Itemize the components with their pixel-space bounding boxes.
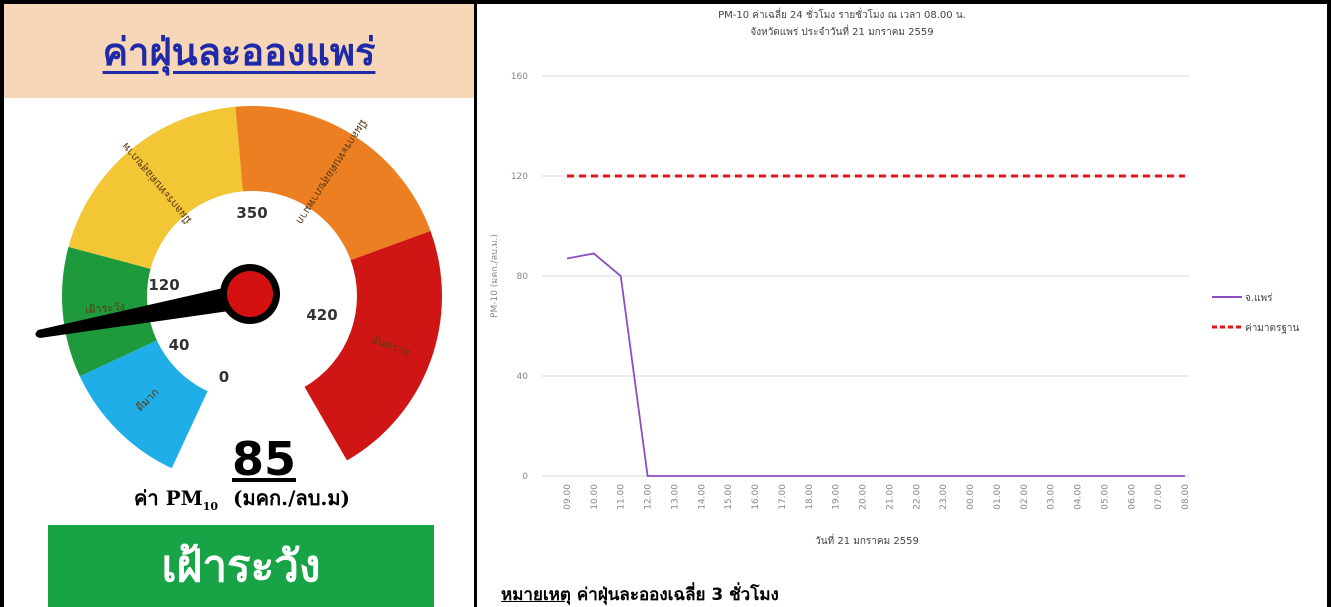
gauge-band-0 (79, 340, 208, 469)
gauge-tick-350: 350 (236, 204, 267, 222)
xtick-1: 10.00 (590, 484, 600, 510)
status-box: เฝ้าระวัง (48, 525, 434, 607)
xtick-4: 13.00 (670, 484, 680, 510)
xtick-21: 06.00 (1127, 484, 1137, 510)
gauge-tick-120: 120 (148, 276, 179, 294)
xtick-19: 04.00 (1074, 484, 1084, 510)
series-line-0 (566, 252, 1185, 477)
xtick-2: 11.00 (617, 484, 627, 510)
note-text: ค่าฝุ่นละอองเฉลี่ย 3 ชั่วโมง (576, 585, 779, 605)
gauge-band-3 (235, 106, 431, 261)
xtick-5: 14.00 (697, 484, 707, 510)
pm10-unit-suffix: (มคก./ลบ.ม) (233, 486, 350, 510)
xtick-15: 00.00 (966, 484, 976, 510)
pm10-unit-prefix: ค่า PM (134, 486, 203, 510)
gauge-band-label-1: เฝ้าระวัง (85, 300, 126, 316)
xtick-18: 03.00 (1047, 484, 1057, 510)
note-label: หมายเหตุ (501, 585, 571, 605)
xtick-20: 05.00 (1100, 484, 1110, 510)
ytick-80: 80 (517, 272, 529, 282)
gauge-tick-420: 420 (306, 306, 337, 324)
left-title: ค่าฝุ่นละอองแพร่ (102, 29, 376, 74)
xtick-23: 08.00 (1181, 484, 1191, 510)
gauge-band-4 (304, 231, 442, 461)
pm10-value: 85 (231, 432, 296, 486)
gauge-needle (35, 282, 250, 338)
ytick-160: 160 (511, 72, 528, 82)
xtick-10: 19.00 (832, 484, 842, 510)
xtick-22: 07.00 (1154, 484, 1164, 510)
xtick-9: 18.00 (805, 484, 815, 510)
pm10-value-box: 85 (214, 434, 314, 484)
chart-title: PM-10 ค่าเฉลี่ย 24 ชั่วโมง รายชั่วโมง ณ … (718, 7, 966, 21)
xtick-12: 21.00 (885, 484, 895, 510)
ytick-40: 40 (517, 372, 529, 382)
xtick-17: 02.00 (1020, 484, 1030, 510)
chart-note: หมายเหตุ ค่าฝุ่นละอองเฉลี่ย 3 ชั่วโมง (501, 581, 779, 607)
xtick-14: 23.00 (939, 484, 949, 510)
gauge-hub (227, 271, 273, 317)
ytick-120: 120 (511, 172, 528, 182)
gauge-tick-0: 0 (219, 368, 229, 386)
x-axis-label: วันที่ 21 มกราคม 2559 (815, 533, 919, 547)
xtick-11: 20.00 (859, 484, 869, 510)
status-text: เฝ้าระวัง (161, 541, 321, 592)
xtick-13: 22.00 (912, 484, 922, 510)
xtick-3: 12.00 (644, 484, 654, 510)
y-axis-label: PM-10 (มคก./ลบ.ม.) (490, 234, 500, 318)
xtick-16: 01.00 (993, 484, 1003, 510)
legend-label-0: จ.แพร่ (1245, 293, 1273, 304)
chart-subtitle: จังหวัดแพร่ ประจำวันที่ 21 มกราคม 2559 (750, 24, 933, 38)
gauge-band-2 (68, 106, 243, 269)
xtick-6: 15.00 (724, 484, 734, 510)
pm10-line-chart: PM-10 ค่าเฉลี่ย 24 ชั่วโมง รายชั่วโมง ณ … (490, 7, 1300, 547)
pm10-unit: ค่า PM10 (มคก./ลบ.ม) (134, 482, 350, 514)
legend-label-1: ค่ามาตรฐาน (1245, 323, 1300, 334)
gauge-tick-40: 40 (169, 336, 190, 354)
xtick-7: 16.00 (751, 484, 761, 510)
left-header: ค่าฝุ่นละอองแพร่ (4, 4, 474, 98)
pm10-unit-sub: 10 (202, 500, 219, 513)
xtick-0: 09.00 (563, 484, 573, 510)
gauge-band-1 (62, 246, 157, 377)
ytick-0: 0 (522, 472, 528, 482)
left-panel: ค่าฝุ่นละอองแพร่ ดีมาก เฝ้าระวัง มีผลกระทบ… (4, 4, 474, 607)
xtick-8: 17.00 (778, 484, 788, 510)
right-panel: PM-10 ค่าเฉลี่ย 24 ชั่วโมง รายชั่วโมง ณ … (477, 4, 1327, 607)
